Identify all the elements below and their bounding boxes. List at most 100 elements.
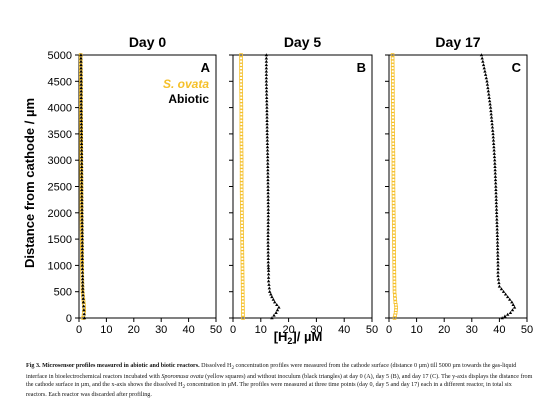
- caption-text-2: concentration profiles were measured fro…: [26, 363, 517, 380]
- abiotic-marker: [481, 63, 486, 67]
- s-ovata-marker: [240, 243, 245, 248]
- s-ovata-marker: [239, 145, 244, 149]
- abiotic-marker: [80, 197, 84, 201]
- s-ovata-marker: [391, 102, 395, 107]
- s-ovata-marker: [240, 286, 245, 291]
- s-ovata-marker: [239, 99, 244, 103]
- abiotic-marker: [485, 79, 489, 83]
- s-ovata-marker: [392, 230, 396, 235]
- abiotic-marker: [266, 211, 271, 214]
- abiotic-marker: [266, 253, 270, 257]
- s-ovata-marker: [239, 135, 244, 139]
- s-ovata-marker: [391, 86, 395, 90]
- abiotic-marker: [80, 211, 84, 214]
- s-ovata-marker: [392, 234, 396, 238]
- abiotic-marker: [79, 132, 84, 136]
- abiotic-marker: [496, 267, 500, 271]
- s-ovata-marker: [392, 273, 397, 278]
- abiotic-marker: [488, 105, 493, 109]
- abiotic-marker: [496, 257, 500, 261]
- s-ovata-marker: [239, 109, 244, 113]
- abiotic-marker: [80, 174, 84, 178]
- x-tick-label: 40: [338, 324, 350, 336]
- s-ovata-marker: [79, 194, 84, 199]
- abiotic-marker: [495, 243, 500, 247]
- caption-text-1: Dissolved H: [199, 363, 232, 369]
- y-tick-label: 5000: [48, 50, 72, 62]
- s-ovata-marker: [391, 128, 395, 133]
- s-ovata-marker: [240, 296, 245, 301]
- s-ovata-marker: [240, 227, 244, 232]
- abiotic-marker: [489, 115, 494, 119]
- abiotic-marker: [265, 122, 269, 126]
- panel-title: Day 17: [435, 34, 480, 50]
- abiotic-marker: [494, 197, 498, 201]
- s-ovata-marker: [392, 243, 396, 248]
- s-ovata-marker: [240, 217, 244, 222]
- s-ovata-marker: [393, 296, 397, 301]
- abiotic-marker: [486, 86, 490, 90]
- x-tick-label: 40: [182, 324, 194, 336]
- s-ovata-marker: [239, 95, 244, 100]
- abiotic-marker: [82, 308, 86, 312]
- abiotic-marker: [80, 243, 84, 247]
- abiotic-marker: [80, 280, 85, 284]
- s-ovata-marker: [240, 224, 244, 228]
- abiotic-marker: [490, 122, 494, 126]
- abiotic-marker: [494, 207, 499, 211]
- s-ovata-marker: [79, 184, 84, 189]
- abiotic-marker: [512, 305, 517, 309]
- abiotic-marker: [265, 155, 270, 159]
- s-ovata-marker: [79, 181, 84, 186]
- s-ovata-marker: [78, 59, 83, 64]
- s-ovata-marker: [79, 95, 83, 100]
- abiotic-marker: [80, 214, 84, 218]
- abiotic-marker: [79, 69, 83, 73]
- abiotic-marker: [482, 66, 486, 70]
- panel-letter: B: [357, 60, 366, 75]
- s-ovata-marker: [392, 224, 396, 228]
- abiotic-marker: [494, 194, 498, 198]
- abiotic-marker: [265, 125, 269, 129]
- s-ovata-marker: [240, 283, 245, 287]
- abiotic-marker: [495, 230, 499, 234]
- caption-organism: Sporomusa ovata: [161, 373, 204, 380]
- s-ovata-marker: [239, 181, 244, 186]
- x-tick-label: 30: [155, 324, 167, 336]
- s-ovata-marker: [391, 135, 395, 139]
- abiotic-marker: [487, 99, 492, 103]
- s-ovata-marker: [239, 132, 244, 136]
- s-ovata-marker: [240, 234, 244, 238]
- abiotic-marker: [264, 76, 269, 80]
- s-ovata-marker: [239, 164, 244, 169]
- s-ovata-marker: [239, 128, 244, 133]
- abiotic-marker: [493, 164, 497, 168]
- s-ovata-marker: [239, 138, 244, 143]
- abiotic-marker: [491, 128, 495, 132]
- abiotic-marker: [80, 270, 85, 274]
- abiotic-marker: [497, 281, 501, 285]
- s-ovata-marker: [240, 210, 244, 215]
- s-ovata-marker: [78, 56, 83, 61]
- abiotic-marker: [266, 158, 270, 162]
- abiotic-marker: [79, 128, 84, 132]
- abiotic-marker: [265, 138, 270, 142]
- s-ovata-marker: [80, 263, 84, 268]
- abiotic-marker: [80, 158, 84, 162]
- abiotic-marker: [80, 224, 84, 228]
- abiotic-marker: [492, 145, 496, 149]
- panel-frame: [388, 54, 528, 319]
- s-ovata-marker: [239, 161, 244, 166]
- s-ovata-marker: [239, 79, 243, 84]
- s-ovata-marker: [391, 174, 396, 179]
- s-ovata-marker: [391, 145, 396, 149]
- abiotic-marker: [80, 227, 84, 231]
- abiotic-marker: [494, 204, 499, 208]
- s-ovata-marker: [79, 102, 83, 107]
- s-ovata-marker: [391, 141, 396, 146]
- abiotic-marker: [492, 148, 496, 152]
- abiotic-marker: [266, 237, 270, 241]
- abiotic-marker: [79, 135, 84, 139]
- s-ovata-marker: [391, 122, 395, 126]
